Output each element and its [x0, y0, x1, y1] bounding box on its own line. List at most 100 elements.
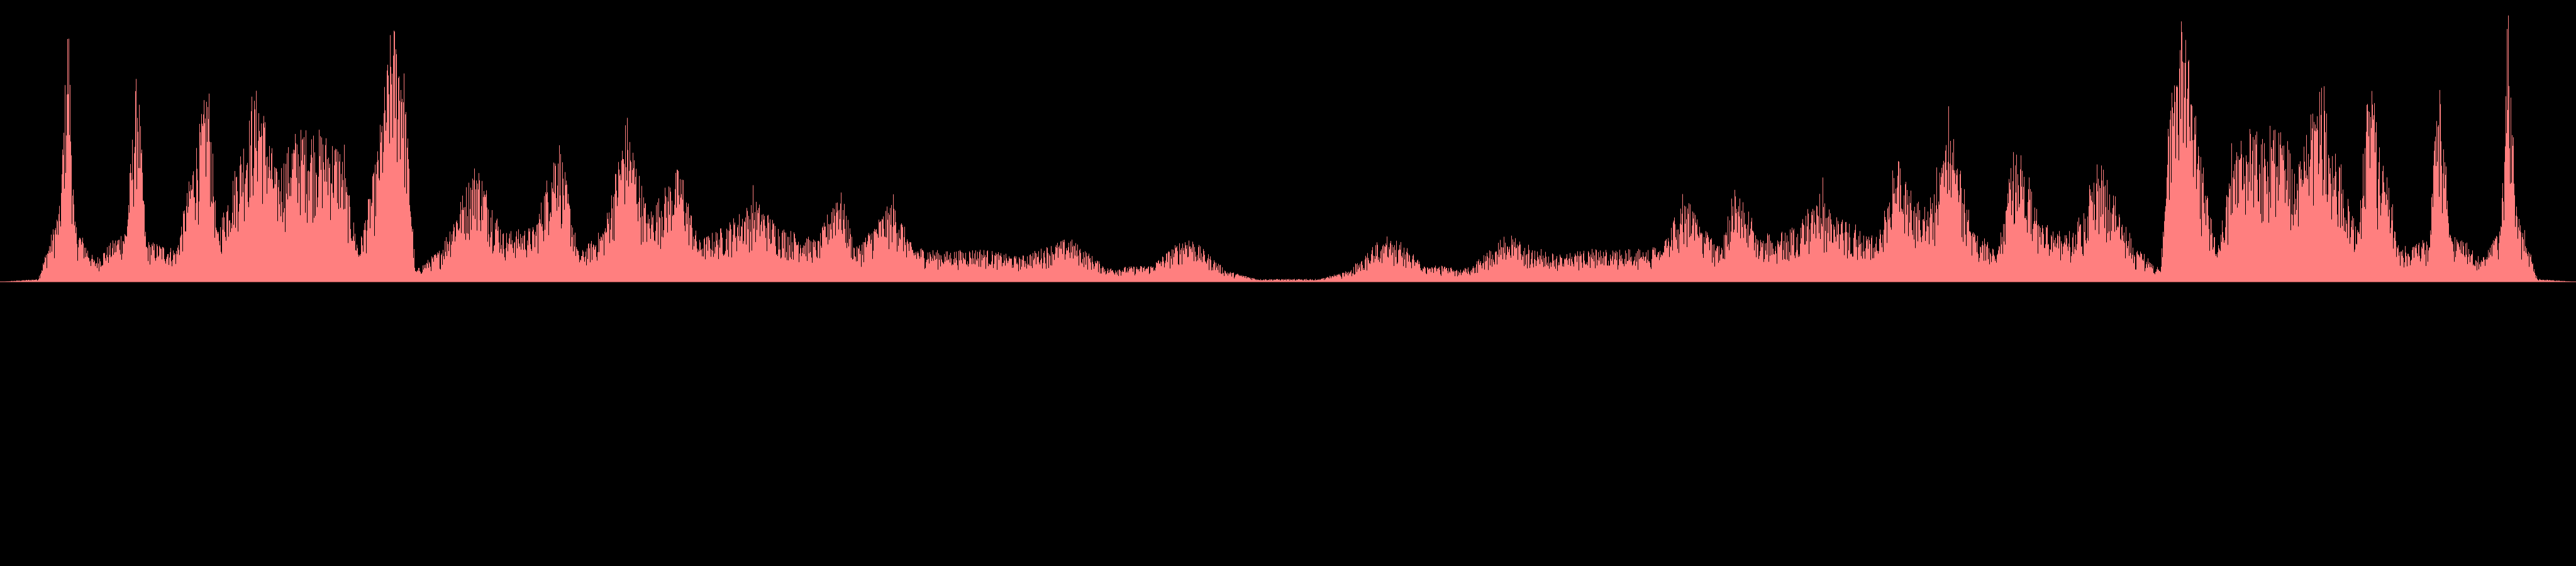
- spectrum-bar: [1825, 231, 1826, 282]
- spectrum-bar: [1392, 252, 1393, 282]
- spectrum-bar: [289, 196, 290, 282]
- spectrum-bar: [1883, 252, 1884, 282]
- spectrum-bar: [274, 167, 275, 282]
- spectrum-bar: [903, 251, 904, 282]
- spectrum-bar: [256, 91, 257, 282]
- spectrum-bar: [2175, 158, 2176, 282]
- spectrum-bar: [2261, 144, 2262, 282]
- spectrum-bar: [1654, 247, 1655, 282]
- spectrum-bar: [2082, 254, 2083, 282]
- spectrum-bar: [1767, 233, 1768, 282]
- spectrum-bar: [1719, 260, 1720, 282]
- spectrum-bar: [1683, 232, 1684, 282]
- spectrum-bar: [2488, 250, 2489, 282]
- spectrum-bar: [1121, 272, 1122, 282]
- spectrum-bar: [304, 155, 305, 282]
- spectrum-bar: [338, 209, 339, 282]
- spectrum-bar: [2407, 253, 2408, 282]
- spectrum-bar: [1690, 236, 1691, 282]
- spectrum-bar: [1234, 278, 1235, 282]
- spectrum-bar: [1024, 267, 1025, 282]
- spectrum-bar: [2238, 203, 2239, 282]
- spectrum-bar: [1387, 257, 1388, 282]
- spectrum-bar: [2245, 214, 2246, 282]
- spectrum-bar: [817, 258, 818, 282]
- spectrum-bar: [1216, 267, 1217, 282]
- spectrum-bar: [791, 259, 792, 282]
- spectrum-bar: [1806, 241, 1807, 282]
- spectrum-bar: [592, 247, 593, 282]
- spectrum-bar: [1134, 267, 1135, 282]
- spectrum-bar: [1182, 243, 1183, 282]
- spectrum-bar: [264, 127, 265, 282]
- spectrum-bar: [282, 222, 283, 282]
- spectrum-bar: [2423, 243, 2424, 282]
- spectrum-bar: [213, 196, 214, 282]
- spectrum-bar: [303, 164, 304, 282]
- spectrum-bar: [1759, 255, 1760, 282]
- spectrum-bar: [1441, 265, 1442, 282]
- spectrum-bar: [2360, 200, 2361, 282]
- spectrum-bar: [1457, 276, 1458, 282]
- spectrum-bar: [898, 245, 899, 282]
- spectrum-bar: [2124, 243, 2125, 282]
- spectrum-bar: [439, 250, 440, 282]
- spectrum-bar: [2002, 253, 2003, 282]
- spectrum-bar: [171, 261, 172, 282]
- spectrum-bar: [1192, 241, 1193, 282]
- spectrum-bar: [1630, 257, 1631, 282]
- spectrum-bar: [2030, 189, 2031, 282]
- spectrum-bar: [624, 164, 625, 282]
- spectrum-bar: [487, 241, 488, 282]
- spectrum-bar: [1595, 268, 1596, 282]
- spectrum-bar: [1904, 233, 1905, 282]
- spectrum-bar: [1840, 235, 1841, 282]
- spectrum-bar: [2371, 128, 2372, 282]
- spectrum-bar: [468, 233, 469, 282]
- spectrum-bar: [1972, 233, 1973, 282]
- spectrum-bar: [2530, 257, 2531, 282]
- spectrum-bar: [1260, 279, 1261, 282]
- spectrum-bar: [858, 248, 859, 282]
- spectrum-bar: [376, 174, 377, 282]
- spectrum-bar: [745, 217, 746, 282]
- spectrum-bar: [724, 253, 725, 282]
- spectrum-bar: [2318, 174, 2319, 282]
- spectrum-bar: [2297, 190, 2298, 282]
- spectrum-bar: [1896, 204, 1897, 282]
- spectrum-bar: [1279, 279, 1280, 282]
- spectrum-bar: [1971, 235, 1972, 282]
- spectrum-bar: [1647, 259, 1648, 282]
- spectrum-bar: [429, 262, 430, 282]
- spectrum-bar: [1021, 267, 1022, 282]
- spectrum-bar: [1295, 280, 1296, 282]
- spectrum-bar: [1973, 232, 1974, 282]
- spectrum-bar: [2334, 175, 2335, 282]
- spectrum-bar: [2519, 230, 2520, 282]
- spectrum-bar: [2198, 147, 2199, 282]
- spectrum-bar: [2310, 159, 2311, 282]
- spectrum-bar: [966, 264, 967, 282]
- spectrum-bar: [2331, 219, 2332, 282]
- spectrum-bar: [1022, 260, 1023, 282]
- spectrum-bar: [2329, 174, 2330, 282]
- spectrum-bar: [2446, 209, 2447, 282]
- spectrum-bar: [872, 258, 873, 282]
- spectrum-bar: [344, 144, 345, 282]
- spectrum-bar: [165, 264, 166, 282]
- spectrum-bar: [218, 231, 219, 282]
- spectrum-bar: [2091, 200, 2092, 282]
- spectrum-bar: [200, 132, 201, 282]
- spectrum-bar: [1953, 139, 1954, 282]
- spectrum-bar: [1681, 225, 1682, 282]
- spectrum-bar: [2188, 61, 2189, 282]
- spectrum-bar: [779, 236, 780, 282]
- spectrum-bar: [1895, 203, 1896, 282]
- spectrum-bar: [1088, 255, 1089, 282]
- spectrum-bar: [92, 258, 93, 282]
- spectrum-bar: [413, 258, 414, 282]
- spectrum-bar: [459, 228, 460, 282]
- spectrum-bar: [2390, 228, 2391, 282]
- spectrum-bar: [2432, 193, 2433, 282]
- spectrum-bar: [1993, 249, 1994, 282]
